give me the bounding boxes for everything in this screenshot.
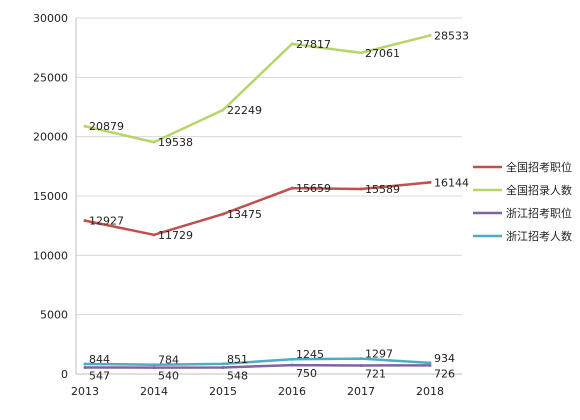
data-label: 13475 xyxy=(227,208,262,221)
data-label: 547 xyxy=(89,370,110,383)
data-point xyxy=(221,212,225,216)
data-label: 16144 xyxy=(434,176,469,189)
gridlines xyxy=(76,17,462,316)
y-tick-label: 5000 xyxy=(40,309,68,322)
data-label: 1297 xyxy=(365,348,393,361)
y-tick-label: 30000 xyxy=(33,12,68,25)
data-point xyxy=(290,363,294,367)
x-tick-label: 2018 xyxy=(416,385,444,398)
data-label: 721 xyxy=(365,367,386,380)
data-point xyxy=(428,180,432,184)
data-labels: 12927 11729 13475 15659 15589 16144 20879 19538… xyxy=(89,29,469,382)
data-label: 20879 xyxy=(89,120,124,133)
data-label: 844 xyxy=(89,353,110,366)
y-tick-label: 15000 xyxy=(33,190,68,203)
data-point xyxy=(152,363,156,367)
y-tick-label: 20000 xyxy=(33,131,68,144)
data-label: 22249 xyxy=(227,104,262,117)
data-point xyxy=(152,140,156,144)
legend-label: 全国招考职位 xyxy=(506,160,572,174)
axes xyxy=(75,18,462,375)
data-label: 15589 xyxy=(365,183,400,196)
y-tick-label: 10000 xyxy=(33,249,68,262)
y-tick-label: 0 xyxy=(61,368,68,381)
data-label: 851 xyxy=(227,353,248,366)
x-axis-ticks: 2013 2014 2015 2016 2017 2018 xyxy=(71,385,444,398)
data-point xyxy=(83,362,87,366)
data-point xyxy=(221,108,225,112)
y-tick-label: 25000 xyxy=(33,71,68,84)
data-point xyxy=(152,233,156,237)
data-label: 934 xyxy=(434,352,455,365)
data-label: 540 xyxy=(158,370,179,383)
x-tick-label: 2016 xyxy=(278,385,306,398)
series-line xyxy=(83,34,432,144)
data-point xyxy=(428,33,432,37)
data-label: 726 xyxy=(434,367,455,380)
data-point xyxy=(359,187,363,191)
data-point xyxy=(83,124,87,128)
data-point xyxy=(359,51,363,55)
x-tick-label: 2014 xyxy=(140,385,168,398)
data-point xyxy=(359,363,363,367)
legend-label: 浙江招考职位 xyxy=(506,206,572,220)
x-tick-label: 2015 xyxy=(209,385,237,398)
data-label: 27061 xyxy=(365,47,400,60)
data-point xyxy=(221,362,225,366)
data-label: 1245 xyxy=(296,348,324,361)
x-tick-label: 2017 xyxy=(347,385,375,398)
data-label: 548 xyxy=(227,369,248,382)
series-line xyxy=(83,357,432,366)
data-point xyxy=(428,363,432,367)
data-label: 28533 xyxy=(434,29,469,42)
data-label: 27817 xyxy=(296,38,331,51)
data-label: 784 xyxy=(158,354,179,367)
data-label: 750 xyxy=(296,367,317,380)
legend-label: 浙江招考人数 xyxy=(506,229,572,243)
data-point xyxy=(290,186,294,190)
data-point xyxy=(152,366,156,370)
x-tick-label: 2013 xyxy=(71,385,99,398)
legend-label: 全国招录人数 xyxy=(506,183,572,197)
data-label: 12927 xyxy=(89,215,124,228)
data-point xyxy=(290,357,294,361)
series-line xyxy=(83,181,432,237)
data-point xyxy=(221,365,225,369)
data-point xyxy=(83,219,87,223)
series-lines xyxy=(83,33,432,370)
data-point xyxy=(428,361,432,365)
series-line xyxy=(83,363,432,369)
data-point xyxy=(290,42,294,46)
data-point xyxy=(83,366,87,370)
data-point xyxy=(359,357,363,361)
y-axis-ticks: 0 5000 10000 15000 20000 25000 30000 xyxy=(33,12,68,381)
data-label: 15659 xyxy=(296,182,331,195)
data-label: 11729 xyxy=(158,229,193,242)
data-label: 19538 xyxy=(158,136,193,149)
